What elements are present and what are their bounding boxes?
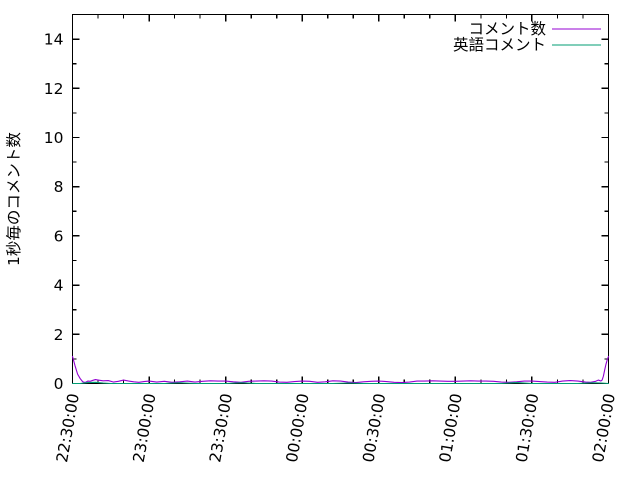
y-tick-label: 10 xyxy=(44,129,64,147)
y-axis-ticks xyxy=(72,38,609,385)
y-tick-label: 8 xyxy=(54,178,64,196)
y-tick-label: 14 xyxy=(44,31,64,49)
y-tick-label: 2 xyxy=(54,326,64,344)
x-tick-label: 02:00:00 xyxy=(589,392,619,464)
y-tick-label: 12 xyxy=(44,80,64,98)
x-tick-label: 01:00:00 xyxy=(436,392,466,464)
data-series-group xyxy=(71,355,610,385)
legend-label-1: コメント数 xyxy=(468,20,546,38)
series-line-1 xyxy=(71,355,610,384)
series-line-2 xyxy=(71,381,610,385)
y-tick-label: 0 xyxy=(54,375,64,393)
plot-frame xyxy=(71,13,610,385)
x-axis-tick-labels: 22:30:00 23:00:00 23:30:00 00:00:00 00:30:00… xyxy=(53,392,619,464)
x-tick-label: 23:30:00 xyxy=(206,392,236,464)
x-axis-ticks xyxy=(71,14,610,384)
y-axis-tick-labels: 0 2 4 6 8 10 12 14 xyxy=(44,31,64,393)
x-tick-label: 23:00:00 xyxy=(130,392,160,464)
x-tick-label: 01:30:00 xyxy=(513,392,543,464)
y-tick-label: 6 xyxy=(54,227,64,245)
x-tick-label: 00:30:00 xyxy=(359,392,389,464)
x-tick-label: 00:00:00 xyxy=(283,392,313,464)
y-axis-title: 1秒毎のコメント数 xyxy=(5,132,23,266)
legend-label-2: 英語コメント xyxy=(453,36,546,54)
x-tick-label: 22:30:00 xyxy=(53,392,83,464)
y-tick-label: 4 xyxy=(54,277,64,295)
